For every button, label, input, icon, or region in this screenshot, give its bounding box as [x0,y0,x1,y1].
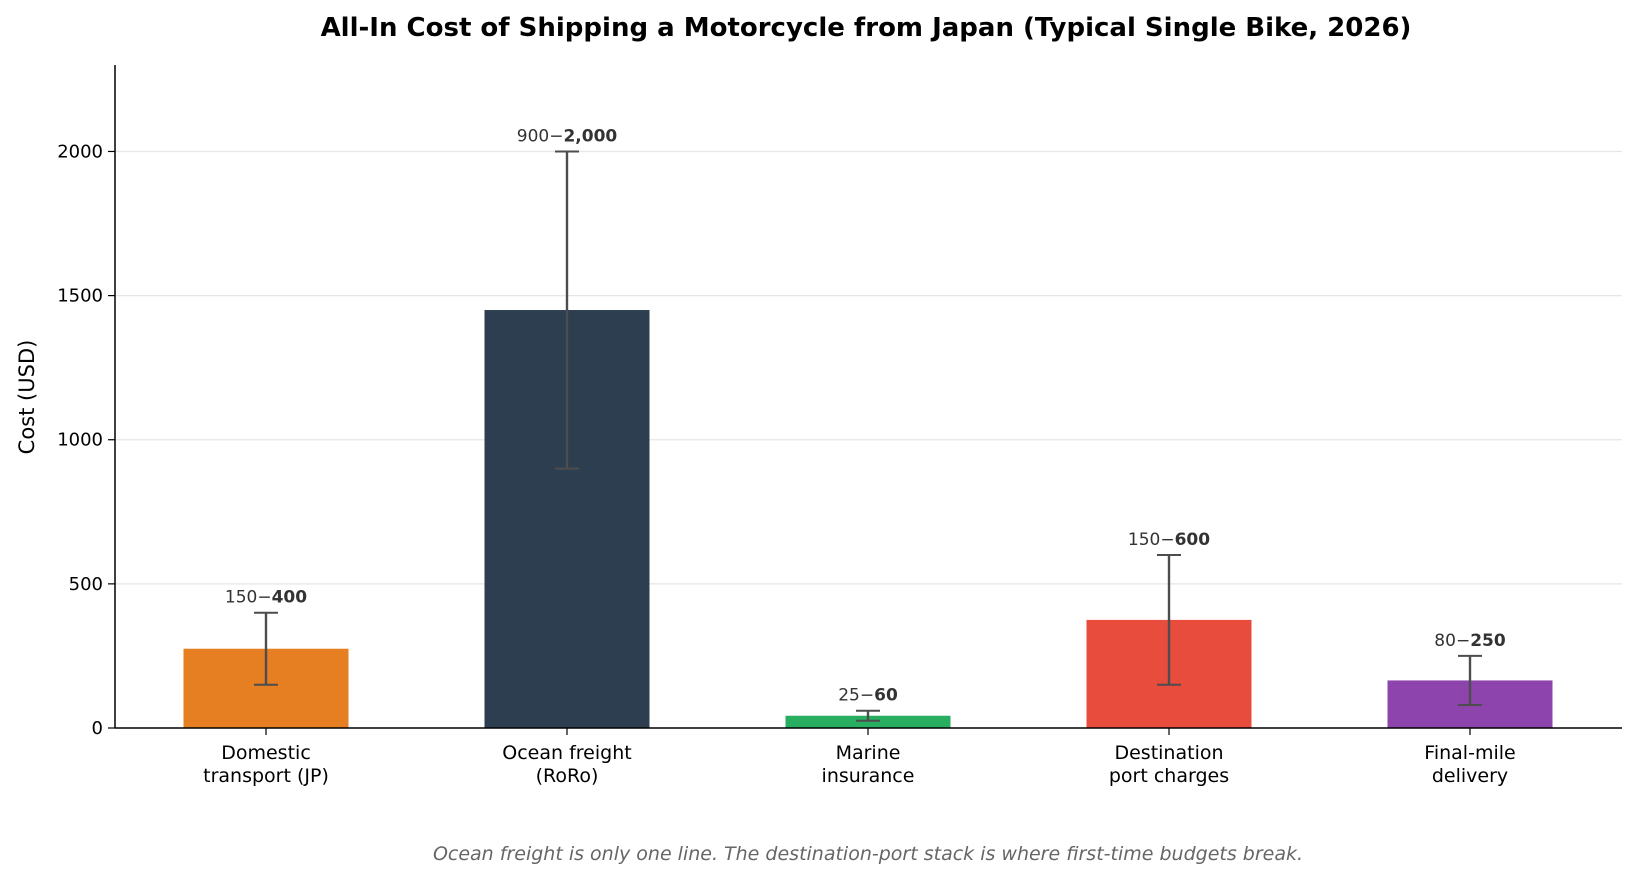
range-label-dash-0: − [257,588,271,608]
y-ticks: 0 500 1000 1500 2000 [57,141,115,739]
range-label-high-2: 60 [874,686,898,706]
x-tick-label-line-3-0: Destination [1114,742,1223,764]
error-bar-3 [1157,554,1181,686]
x-tick-label-line-0-0: Domestic [221,742,311,764]
range-label-high-3: 600 [1175,530,1211,550]
y-tick-label-3: 1500 [57,286,103,307]
x-tick-label-line-1-1: (RoRo) [536,765,599,787]
range-label-1: 900−2,000 [517,126,618,146]
error-bar-2 [856,709,880,722]
x-tick-label-1: Ocean freight (RoRo) [502,742,631,787]
x-tick-label-line-1-0: Ocean freight [502,742,631,764]
range-label-high-1: 2,000 [563,126,617,146]
error-bar-0 [254,611,278,686]
grid-lines [115,150,1622,585]
error-bar-1 [555,150,579,470]
x-tick-label-line-4-0: Final-mile [1424,742,1515,764]
range-label-low-0: 150 [225,588,257,608]
y-tick-label-2: 1000 [57,430,103,451]
error-bars [254,150,1482,722]
range-label-low-4: 80 [1434,631,1456,651]
range-label-dash-2: − [860,686,874,706]
x-ticks: Domestic transport (JP) Ocean freight (RoRo… [203,728,1516,787]
range-label-dash-1: − [549,126,563,146]
chart-caption: Ocean freight is only one line. The dest… [433,843,1303,865]
y-tick-label-4: 2000 [57,141,103,162]
x-tick-label-3: Destination port charges [1109,742,1229,787]
range-label-low-3: 150 [1128,530,1160,550]
range-label-0: 150−400 [225,588,307,608]
axes [114,65,1622,729]
range-label-2: 25−60 [838,686,898,706]
range-label-dash-4: − [1456,631,1470,651]
x-tick-label-line-3-1: port charges [1109,765,1229,787]
x-tick-label-line-2-0: Marine [836,742,901,764]
x-tick-label-line-2-1: insurance [822,765,915,787]
range-label-high-0: 400 [272,588,308,608]
error-bar-4 [1458,654,1482,706]
y-axis-label: Cost (USD) [15,340,39,455]
bars [183,310,1553,728]
x-tick-label-4: Final-mile delivery [1424,742,1515,787]
range-label-dash-3: − [1160,530,1174,550]
y-tick-label-1: 500 [69,574,103,595]
range-label-4: 80−250 [1434,631,1506,651]
bar-2 [785,715,951,728]
range-label-low-2: 25 [838,686,860,706]
range-label-high-4: 250 [1470,631,1506,651]
x-tick-label-0: Domestic transport (JP) [203,742,329,787]
chart-title: All-In Cost of Shipping a Motorcycle fro… [321,13,1412,43]
range-label-3: 150−600 [1128,530,1210,550]
x-tick-label-line-0-1: transport (JP) [203,765,329,787]
x-tick-label-line-4-1: delivery [1432,765,1508,787]
range-label-low-1: 900 [517,126,549,146]
y-tick-label-0: 0 [92,718,103,739]
x-tick-label-2: Marine insurance [822,742,915,787]
